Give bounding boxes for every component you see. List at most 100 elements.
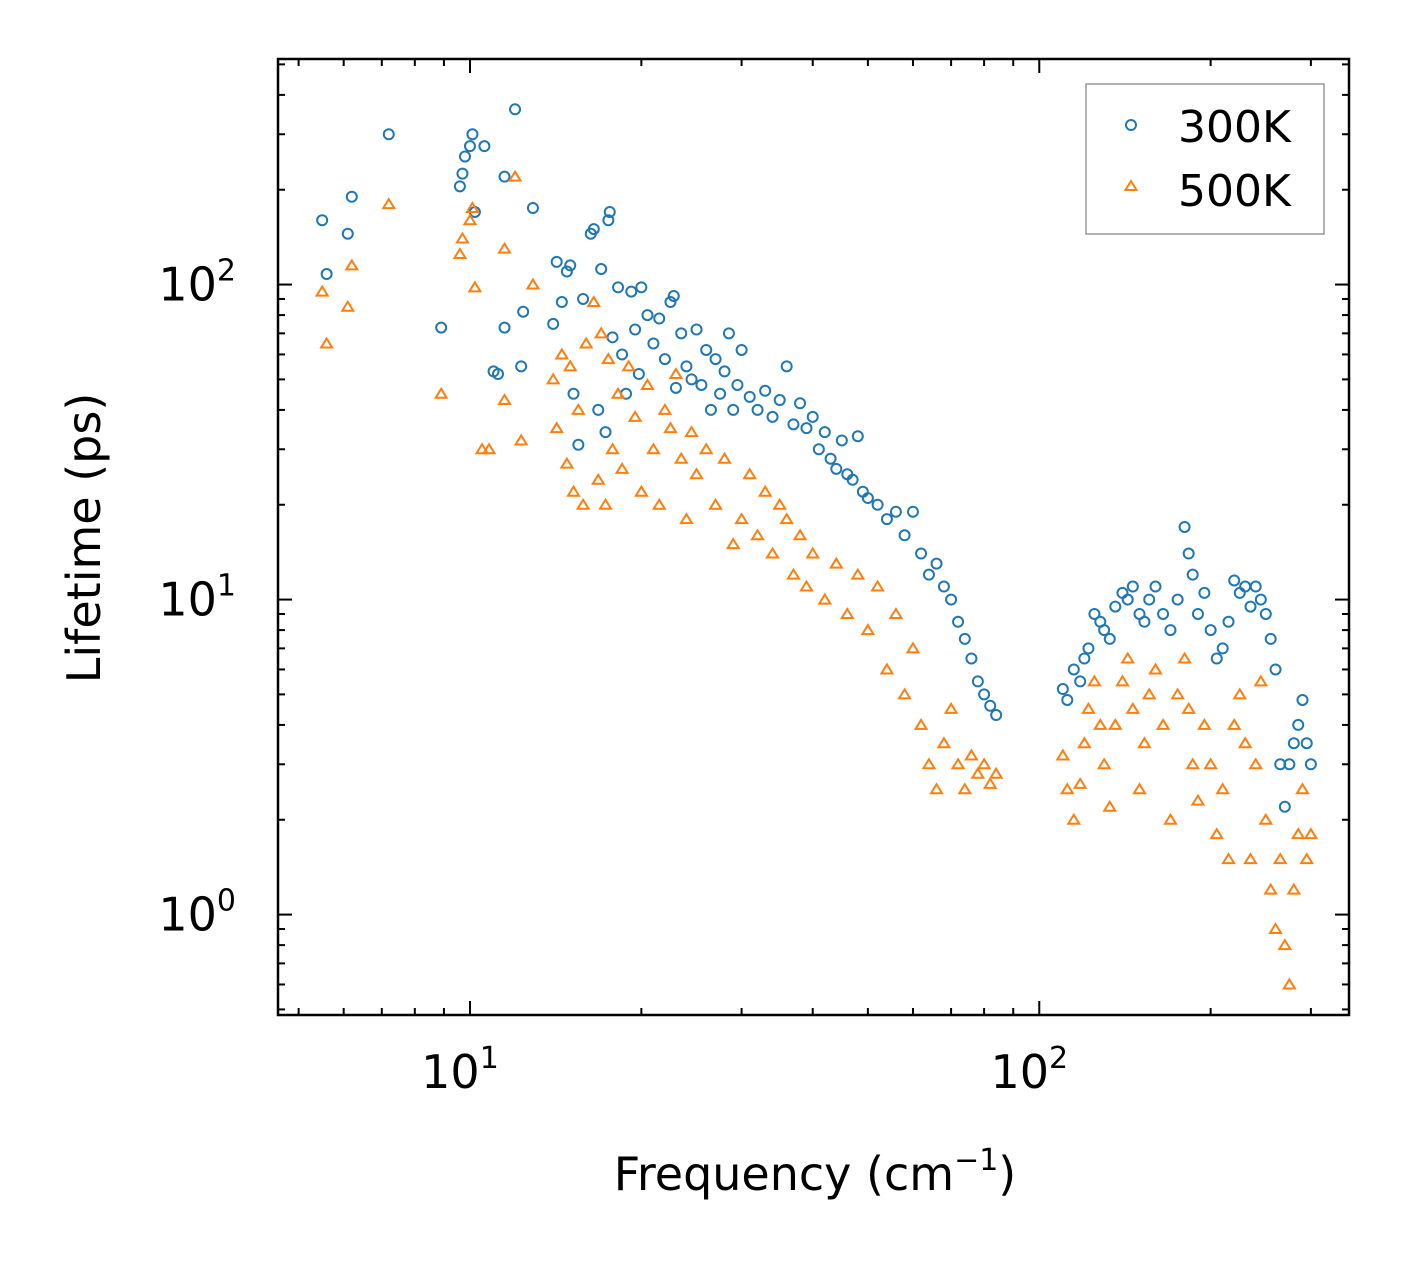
point-300k (1149, 580, 1162, 593)
point-500k (1203, 757, 1218, 770)
point-500k (1177, 651, 1192, 664)
point-500k (888, 607, 904, 619)
point-300k (787, 418, 800, 431)
point-300k (889, 505, 902, 518)
point-300k (727, 403, 740, 416)
point-500k (913, 718, 929, 730)
point-500k (601, 352, 616, 365)
point-300k (341, 227, 354, 240)
legend-box (1085, 83, 1325, 235)
point-300k (1116, 586, 1129, 599)
point-500k (1137, 736, 1152, 749)
point-500k (1258, 812, 1274, 825)
point-300k (714, 387, 727, 400)
point-500k (1141, 687, 1157, 700)
point-300k (1088, 607, 1101, 620)
series-500k (314, 169, 1319, 990)
point-300k (1269, 663, 1282, 676)
point-300k (812, 443, 825, 456)
point-300k (509, 103, 522, 116)
point-500k (964, 748, 979, 761)
point-300k (1186, 568, 1199, 581)
legend-label-300k: 300K (1178, 102, 1292, 153)
point-500k (897, 687, 912, 700)
point-500k (1081, 701, 1096, 714)
point-300k (759, 384, 772, 397)
point-300k (922, 568, 935, 581)
x-tick-label: 102 (990, 1041, 1068, 1099)
point-500k (950, 757, 966, 770)
point-500k (1155, 718, 1171, 730)
point-300k (602, 214, 615, 227)
point-500k (779, 512, 794, 525)
legend-label-500k: 500K (1178, 166, 1292, 217)
point-500k (610, 386, 626, 399)
point-500k (1181, 701, 1196, 714)
point-300k (599, 426, 612, 439)
point-300k (664, 296, 677, 309)
point-500k (481, 442, 497, 455)
point-500k (1170, 687, 1185, 700)
point-500k (593, 326, 609, 339)
point-500k (571, 402, 586, 415)
point-500k (1066, 812, 1082, 825)
legend-marker-300k (1125, 119, 1137, 131)
point-500k (1282, 977, 1297, 990)
point-300k (1254, 593, 1267, 606)
point-300k (1098, 624, 1111, 637)
point-500k (725, 537, 741, 550)
point-500k (575, 497, 591, 510)
point-500k (1120, 651, 1135, 664)
point-300k (824, 452, 837, 465)
point-500k (1277, 938, 1293, 951)
point-500k (765, 546, 780, 559)
point-500k (621, 359, 636, 372)
point-300k (1264, 632, 1277, 645)
point-300k (526, 201, 539, 214)
point-500k (507, 169, 523, 182)
point-300k (1239, 580, 1252, 593)
point-300k (550, 255, 563, 268)
point-300k (818, 426, 831, 439)
point-500k (717, 451, 732, 464)
point-500k (1237, 736, 1253, 749)
point-500k (684, 425, 699, 438)
x-axis-label: Frequency (cm−1) (614, 1143, 1017, 1201)
point-300k (773, 394, 786, 407)
point-500k (708, 497, 723, 510)
point-500k (1132, 782, 1147, 795)
point-500k (465, 201, 480, 213)
point-300k (592, 403, 605, 416)
point-500k (850, 567, 866, 580)
point-500k (1290, 827, 1306, 840)
point-300k (458, 150, 471, 163)
point-500k (433, 386, 449, 399)
point-500k (452, 247, 468, 260)
point-300k (971, 675, 984, 688)
point-500k (860, 623, 876, 636)
point-300k (680, 360, 693, 373)
point-300k (861, 492, 874, 505)
point-500k (598, 497, 613, 510)
point-500k (1268, 922, 1283, 935)
point-500k (1072, 776, 1088, 789)
point-300k (577, 292, 590, 305)
point-300k (871, 498, 884, 511)
point-300k (978, 688, 991, 701)
point-500k (590, 472, 606, 485)
point-300k (515, 360, 528, 373)
point-300k (1228, 574, 1241, 587)
point-500k (1303, 827, 1319, 840)
point-500k (657, 402, 673, 415)
point-500k (651, 497, 667, 510)
point-300k (675, 327, 688, 340)
point-300k (695, 378, 708, 391)
point-300k (1082, 642, 1095, 655)
point-500k (668, 367, 684, 380)
point-500k (1115, 674, 1130, 687)
point-300k (382, 128, 395, 141)
point-500k (1209, 827, 1225, 840)
point-300k (685, 373, 698, 386)
